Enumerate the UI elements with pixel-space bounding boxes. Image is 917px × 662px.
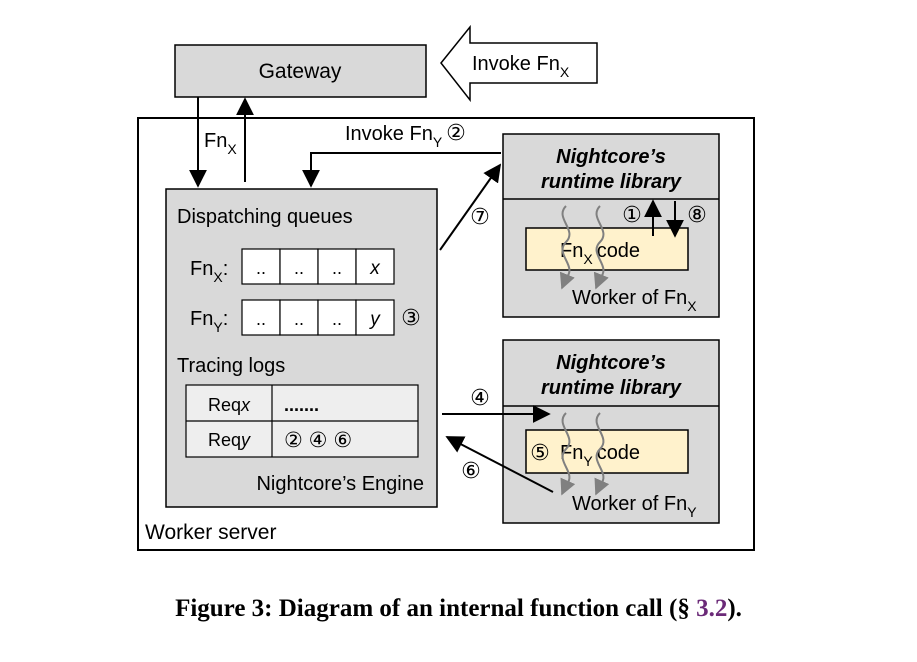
caption-section-link[interactable]: 3.2 <box>696 595 728 622</box>
worker-y-runtime-line2: runtime library <box>541 377 682 399</box>
tracing-logs-table: Reqx ....... Reqy ② ④ ⑥ <box>185 384 419 458</box>
thread-icon <box>559 205 575 290</box>
worker-y-label: Worker of FnY <box>572 493 697 520</box>
worker-x-label: Worker of FnX <box>572 287 697 314</box>
step-6-arrow <box>445 436 554 493</box>
step-4-marker: ④ <box>470 385 490 410</box>
step-7-arrow <box>439 163 502 251</box>
external-invoke-label: Invoke FnX <box>472 53 570 80</box>
worker-x-code-box <box>525 227 689 271</box>
queue-x-label: FnX: <box>190 258 228 285</box>
queue-x-cells: .. .. .. x <box>241 248 395 285</box>
internal-invoke-label: Invoke FnY ② <box>345 120 466 150</box>
worker-y-runtime-line1: Nightcore’s <box>556 352 666 374</box>
gateway-box <box>174 44 427 98</box>
queue-y-cell: .. <box>256 309 266 329</box>
step-3-marker: ③ <box>401 305 421 330</box>
caption-prefix: Figure 3: Diagram of an internal functio… <box>175 595 697 622</box>
log-row-x-value: ....... <box>284 395 319 415</box>
thread-icon <box>593 205 609 290</box>
gateway-label: Gateway <box>259 60 342 83</box>
step-7-marker: ⑦ <box>470 204 490 229</box>
queue-y-cell: .. <box>294 309 304 329</box>
worker-y-code-box <box>525 429 689 474</box>
queue-x-cell: x <box>369 258 381 279</box>
queue-y-cell: .. <box>332 309 342 329</box>
thread-icon <box>594 412 610 496</box>
log-row-y-value: ② ④ ⑥ <box>284 429 352 452</box>
caption-suffix: ). <box>727 595 742 622</box>
worker-y: Nightcore’s runtime library ⑤ FnY code Wo… <box>502 339 720 524</box>
step-6-marker: ⑥ <box>461 458 481 483</box>
queue-y-label: FnY: <box>190 308 228 335</box>
queue-x-cell: .. <box>294 258 304 278</box>
architecture-diagram: Worker server Gateway Invoke FnX FnX Dis… <box>137 24 755 551</box>
step-8-marker: ⑧ <box>687 202 707 227</box>
worker-y-code-label: FnY code <box>560 442 640 469</box>
thread-icon <box>560 412 576 496</box>
queue-x-cell: .. <box>332 258 342 278</box>
queue-y-cells: .. .. .. y <box>241 299 395 336</box>
queue-y-cell: y <box>368 309 381 330</box>
step-5-marker: ⑤ <box>530 440 550 465</box>
engine-box <box>165 188 438 508</box>
worker-x-code-label: FnX code <box>560 240 640 267</box>
gateway-link-label: FnX <box>204 130 237 157</box>
worker-x-runtime-line1: Nightcore’s <box>556 146 666 168</box>
step-1-marker: ① <box>622 202 642 227</box>
worker-x-runtime-line2: runtime library <box>541 171 682 193</box>
log-row-y-key: Reqy <box>208 430 251 450</box>
tracing-logs-title: Tracing logs <box>177 355 285 377</box>
worker-x: Nightcore’s runtime library FnX code ① ⑧ … <box>502 133 720 318</box>
internal-invoke-arrow <box>302 152 501 188</box>
dispatching-queues-title: Dispatching queues <box>177 206 353 228</box>
engine-label: Nightcore’s Engine <box>256 473 424 495</box>
figure-caption: Figure 3: Diagram of an internal functio… <box>0 595 917 623</box>
queue-x-cell: .. <box>256 258 266 278</box>
external-invoke-arrow <box>440 24 598 103</box>
worker-server-label: Worker server <box>145 521 276 544</box>
log-row-x-key: Reqx <box>208 395 251 415</box>
